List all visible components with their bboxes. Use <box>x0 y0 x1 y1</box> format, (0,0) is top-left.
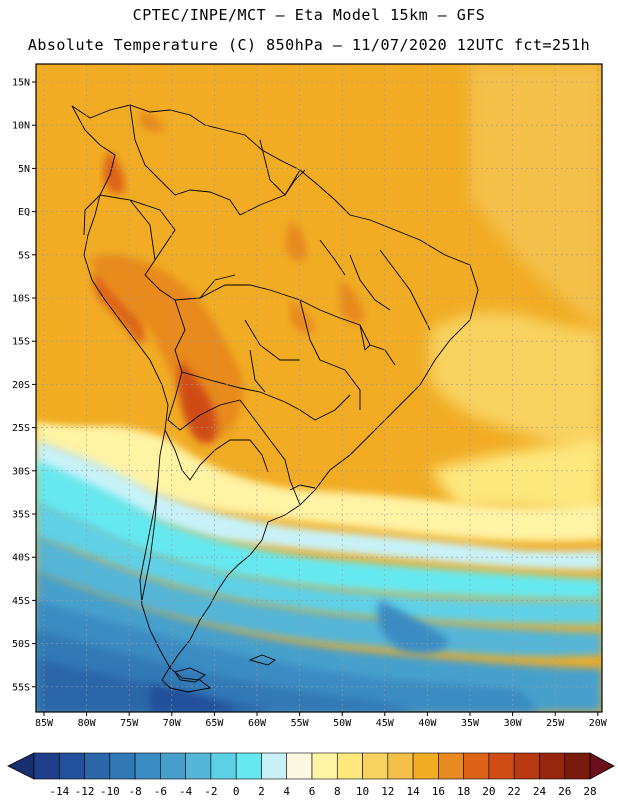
colorbar-swatch <box>488 752 515 780</box>
lon-tick-label: 25W <box>546 718 565 729</box>
colorbar-swatch <box>539 752 566 780</box>
lon-tick-label: 65W <box>205 718 224 729</box>
colorbar-label: -10 <box>100 785 120 798</box>
colorbar-swatch <box>438 752 464 780</box>
lon-tick-label: 80W <box>78 718 97 729</box>
colorbar-label: -2 <box>204 785 217 798</box>
map-title-line-2: Absolute Temperature (C) 850hPa – 11/07/… <box>27 36 591 54</box>
lon-tick-label: 50W <box>333 718 352 729</box>
colorbar-label: 4 <box>283 785 290 798</box>
longitude-labels: 85W 80W 75W 70W 65W 60W 55W 50W 45W 40W 35W 30W 25W 2… <box>35 712 608 729</box>
lat-tick-label: 5S <box>18 250 30 261</box>
lon-tick-label: 45W <box>376 718 395 729</box>
colorbar-swatch <box>109 752 136 780</box>
colorbar-label: 10 <box>356 785 369 798</box>
lat-tick-label: 15S <box>12 337 30 348</box>
colorbar-swatch <box>134 752 161 780</box>
colorbar-label: 24 <box>533 785 547 798</box>
temperature-field <box>36 64 602 712</box>
lat-tick-label: 10N <box>12 121 30 132</box>
colorbar-swatch <box>387 752 414 780</box>
colorbar-under-arrow <box>7 752 35 780</box>
colorbar-label: -14 <box>49 785 69 798</box>
colorbar-label: 20 <box>482 785 495 798</box>
colorbar-swatch <box>564 752 591 780</box>
lat-tick-label: 45S <box>12 596 30 607</box>
colorbar-label: 0 <box>233 785 240 798</box>
colorbar-swatch <box>336 752 363 780</box>
lon-tick-label: 70W <box>163 718 182 729</box>
lon-tick-label: 55W <box>291 718 310 729</box>
map-grid <box>36 64 602 712</box>
colorbar-swatch <box>235 752 262 780</box>
colorbar-swatch <box>513 752 540 780</box>
colorbar-label: 26 <box>558 785 571 798</box>
colorbar-swatch <box>33 752 60 780</box>
colorbar-swatch <box>311 752 338 780</box>
colorbar-label: -8 <box>128 785 141 798</box>
map-frame <box>35 63 603 713</box>
latitude-labels: 15N 10N 5N EQ 5S 10S 15S 20S 25S 30S 35S 40S 45S 50S 5… <box>12 78 36 693</box>
colorbar-label: 22 <box>508 785 521 798</box>
colorbar-swatch <box>412 752 439 780</box>
colorbar-label: 6 <box>309 785 316 798</box>
lat-tick-label: 50S <box>12 639 30 650</box>
colorbar-label: -12 <box>75 785 95 798</box>
colorbar-label: 28 <box>583 785 596 798</box>
colorbar-label: -6 <box>154 785 167 798</box>
lon-tick-label: 60W <box>248 718 267 729</box>
colorbar-swatch <box>463 752 490 780</box>
lon-tick-label: 30W <box>504 718 523 729</box>
colorbar-swatch <box>261 752 288 780</box>
temperature-colorbar: -14 -12 -10 -8 -6 -4 -2 0 2 4 6 8 10 12 14 16 18 20 22 24 26… <box>7 752 615 798</box>
lon-tick-label: 85W <box>35 718 54 729</box>
colorbar-swatch <box>185 752 212 780</box>
colorbar-swatch <box>286 752 313 780</box>
colorbar-swatch <box>84 752 111 780</box>
lon-tick-label: 35W <box>461 718 480 729</box>
colorbar-swatch <box>58 752 85 780</box>
lat-tick-label: 5N <box>18 164 30 175</box>
lat-tick-label: 15N <box>12 78 30 89</box>
lon-tick-label: 40W <box>418 718 437 729</box>
colorbar-label: 16 <box>432 785 445 798</box>
colorbar-swatch <box>160 752 186 780</box>
colorbar-over-arrow <box>589 752 615 780</box>
colorbar-swatch <box>362 752 389 780</box>
lat-tick-label: 10S <box>12 294 30 305</box>
colorbar-label: 14 <box>406 785 420 798</box>
lat-tick-label: 55S <box>12 682 30 693</box>
lat-tick-label: 35S <box>12 510 30 521</box>
lat-tick-label: 40S <box>12 553 30 564</box>
colorbar-label: 8 <box>334 785 341 798</box>
lat-tick-label: 30S <box>12 466 30 477</box>
map-title-line-1: CPTEC/INPE/MCT – Eta Model 15km – GFS <box>132 6 486 24</box>
colorbar-label: 2 <box>258 785 265 798</box>
colorbar-label: 18 <box>457 785 470 798</box>
lon-tick-label: 75W <box>120 718 139 729</box>
lat-tick-label: 25S <box>12 423 30 434</box>
lon-tick-label: 20W <box>589 718 608 729</box>
country-borders <box>71 104 479 693</box>
colorbar-swatch <box>210 752 237 780</box>
colorbar-label: -4 <box>179 785 193 798</box>
colorbar-label: 12 <box>381 785 394 798</box>
lat-tick-label: EQ <box>18 207 30 218</box>
lat-tick-label: 20S <box>12 380 30 391</box>
